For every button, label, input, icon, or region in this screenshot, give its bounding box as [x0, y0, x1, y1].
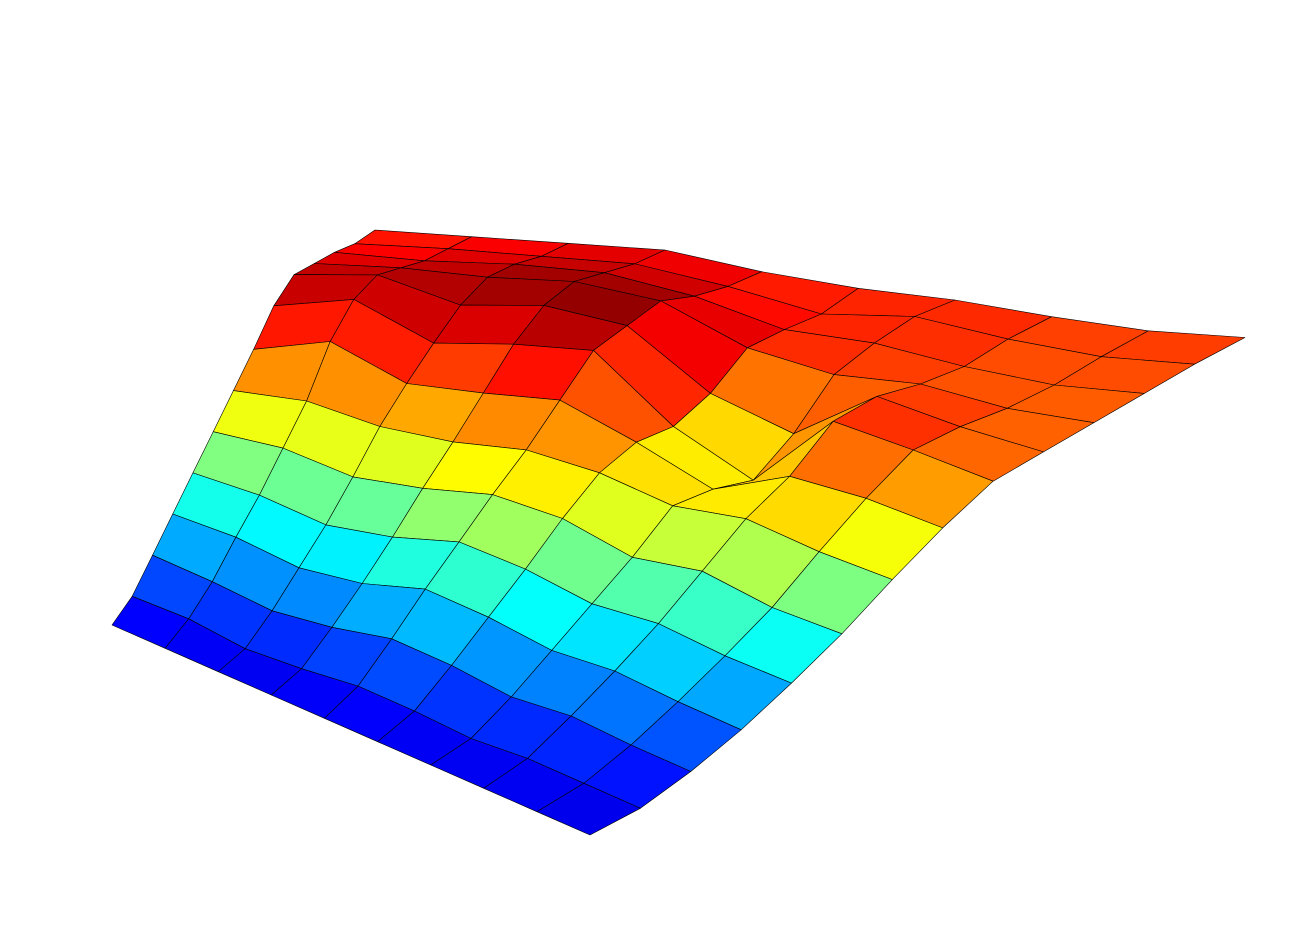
surface-patch: [536, 782, 641, 836]
